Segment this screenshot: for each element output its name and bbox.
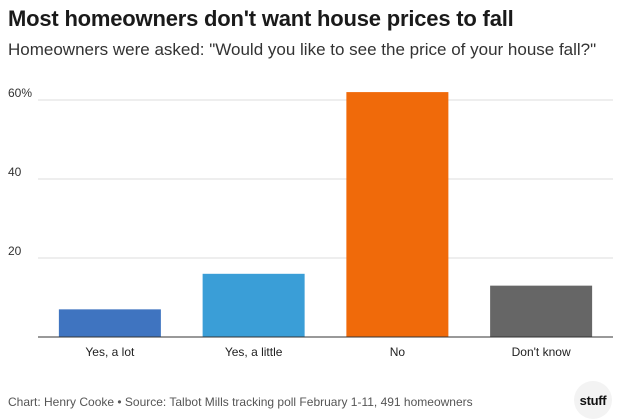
x-tick-label: Yes, a lot [85,345,135,359]
bar [202,273,305,337]
chart-subtitle: Homeowners were asked: "Would you like t… [8,40,597,59]
x-tick-label: Yes, a little [225,345,283,359]
bar [346,92,449,337]
chart-credit: Chart: Henry Cooke • Source: Talbot Mill… [8,395,473,409]
stuff-logo: stuff [574,381,612,419]
y-tick-label: 20 [8,244,22,258]
x-tick-label: Don't know [512,345,571,359]
bar [490,285,593,337]
chart-title: Most homeowners don't want house prices … [8,6,514,31]
y-tick-label: 60% [8,86,32,100]
x-tick-label: No [390,345,406,359]
bar-chart: 20 40 60% Yes, a lot Yes, a little No Don't kn… [8,86,613,359]
bar [58,309,161,337]
y-tick-label: 40 [8,165,22,179]
